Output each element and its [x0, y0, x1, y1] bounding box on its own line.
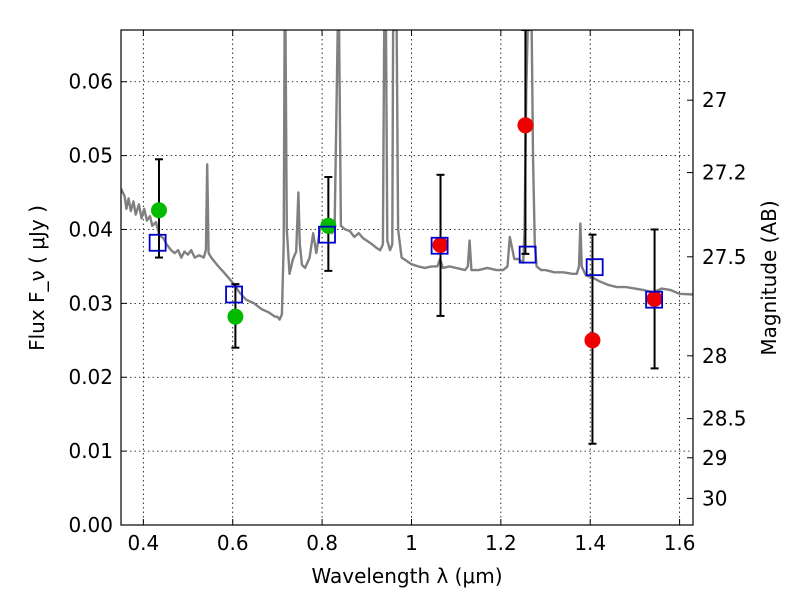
model-spectrum	[121, 30, 693, 321]
y-axis-label: Flux F_ν ( μJy )	[25, 205, 49, 351]
y-tick-label: 0.02	[68, 365, 113, 389]
model-point	[585, 258, 604, 277]
data-markers	[148, 117, 664, 349]
x-tick-label: 0.6	[217, 531, 249, 555]
model-point	[430, 236, 449, 255]
y-tick-label: 0.06	[68, 70, 113, 94]
spectrum-line	[121, 30, 693, 321]
data-point	[150, 202, 167, 219]
model-point	[148, 233, 167, 252]
right-tick-label: 27	[702, 88, 727, 112]
right-tick-label: 28.5	[702, 407, 747, 431]
x-tick-label: 1.6	[664, 531, 696, 555]
model-point	[518, 245, 537, 264]
right-tick-label: 30	[702, 486, 727, 510]
x-tick-label: 1	[405, 531, 418, 555]
data-point	[227, 308, 244, 325]
x-tick-label: 0.8	[306, 531, 338, 555]
y-tick-label: 0.00	[68, 513, 113, 537]
model-point	[225, 285, 243, 304]
right-axis-label: Magnitude (AB)	[757, 200, 781, 355]
x-tick-label: 0.4	[127, 531, 159, 555]
grid	[121, 30, 693, 526]
data-point	[646, 290, 663, 307]
y-tick-label: 0.04	[68, 217, 113, 241]
x-axis-label: Wavelength λ (μm)	[311, 564, 502, 588]
x-tick-label: 1.2	[485, 531, 517, 555]
right-tick-label: 28	[702, 344, 727, 368]
plot-frame	[120, 29, 694, 526]
right-tick-label: 27.5	[702, 245, 747, 269]
right-tick-label: 29	[702, 446, 727, 470]
plot-background	[121, 30, 693, 525]
data-point	[432, 236, 449, 253]
right-tick-label: 27.2	[702, 161, 747, 185]
model-point	[645, 290, 664, 309]
axis-ticks: 0.4 0.6 0.8 1 1.2 1.4 1.6 0.00 0.01 0.02 0.03 0.04 0…	[68, 30, 747, 555]
model-point	[318, 225, 336, 244]
data-point	[517, 117, 534, 134]
y-tick-label: 0.01	[68, 439, 113, 463]
x-tick-label: 1.4	[574, 531, 606, 555]
data-point	[584, 332, 601, 349]
y-tick-label: 0.05	[68, 144, 113, 168]
y-tick-label: 0.03	[68, 291, 113, 315]
